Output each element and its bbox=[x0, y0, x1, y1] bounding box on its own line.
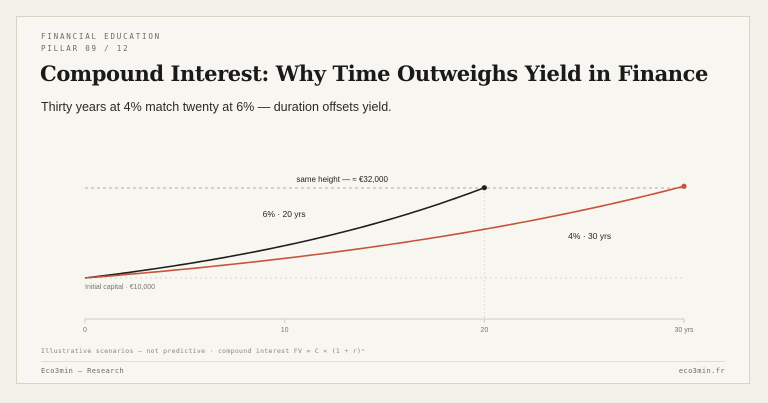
chart-card: FINANCIAL EDUCATION PILLAR 09 / 12 Compo… bbox=[16, 16, 750, 384]
x-tick-label: 0 bbox=[83, 327, 87, 334]
series-label-6pct: 6% · 20 yrs bbox=[263, 209, 306, 219]
x-tick-label: 10 bbox=[281, 327, 289, 334]
page-subtitle: Thirty years at 4% match twenty at 6% — … bbox=[41, 100, 392, 114]
x-tick-label: 30 yrs bbox=[674, 327, 694, 334]
footer-site: eco3min.fr bbox=[678, 367, 725, 375]
initial-capital-label: Initial capital · €10,000 bbox=[85, 284, 155, 291]
kicker: FINANCIAL EDUCATION bbox=[41, 32, 161, 41]
page-title: Compound Interest: Why Time Outweighs Yi… bbox=[40, 61, 709, 86]
footer-divider bbox=[41, 361, 725, 362]
series-endpoint-6pct bbox=[481, 185, 487, 191]
series-label-4pct: 4% · 30 yrs bbox=[568, 231, 611, 241]
x-tick-label: 20 bbox=[480, 327, 488, 334]
series-endpoint-4pct bbox=[681, 183, 687, 189]
footer-brand: Eco3min — Research bbox=[41, 367, 125, 375]
pillar-counter: PILLAR 09 / 12 bbox=[41, 44, 130, 53]
footnote: Illustrative scenarios — not predictive … bbox=[41, 347, 366, 355]
series-line-6pct bbox=[84, 186, 485, 279]
same-height-annotation: same height — ≈ €32,000 bbox=[296, 175, 388, 184]
line-chart: 0 10 20 30 yrs same height — ≈ €32,000 6% · 2… bbox=[83, 175, 694, 334]
series-line-4pct bbox=[84, 185, 685, 279]
